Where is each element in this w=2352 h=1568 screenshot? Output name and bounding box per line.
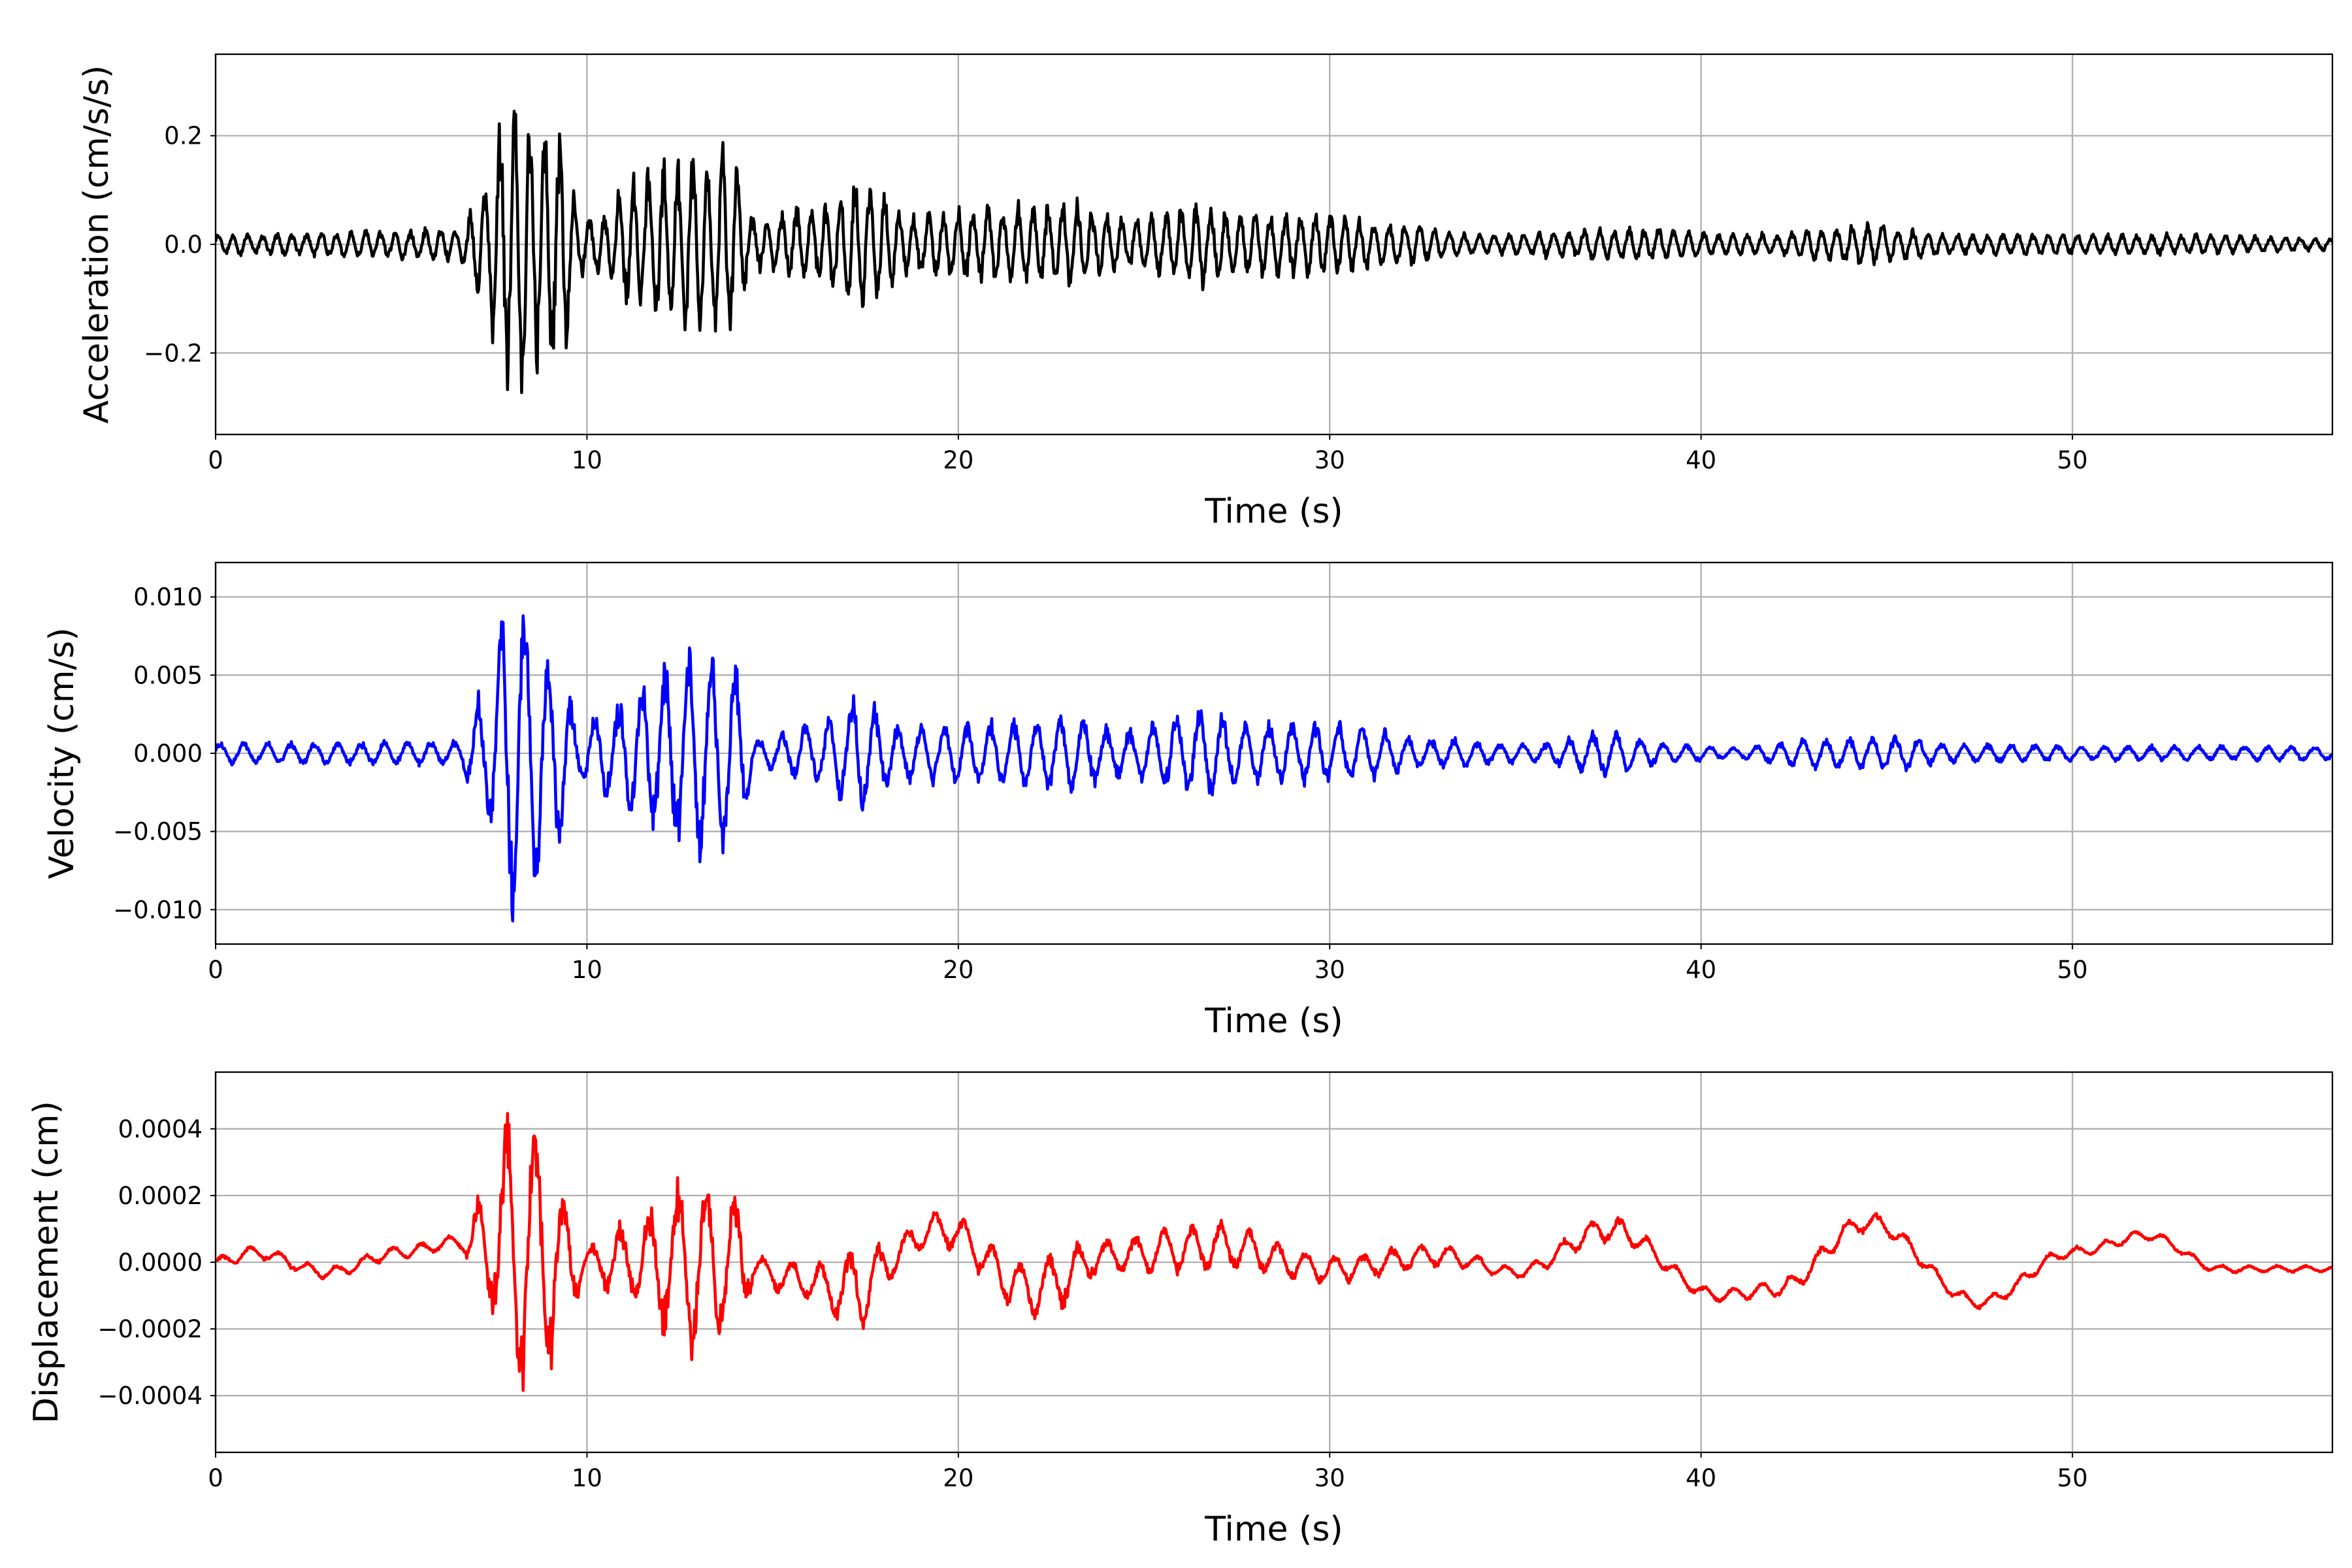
displacement-subplot: 0 10 20 30 40 50 −0.0004 −0.0002 0.0000 0.0002 0.0… (27, 1071, 2334, 1549)
y-tick-label: −0.010 (113, 896, 203, 924)
x-tick-label: 20 (943, 956, 973, 984)
x-tick-label: 10 (572, 446, 602, 474)
x-tick-label: 40 (1686, 956, 1716, 984)
x-tick-label: 50 (2057, 446, 2088, 474)
y-tick-label: −0.0002 (98, 1315, 203, 1343)
x-tick-label: 0 (208, 1464, 223, 1492)
y-tick-label: −0.005 (113, 818, 203, 846)
y-tick-label: −0.0004 (98, 1382, 203, 1410)
x-tick-label: 0 (208, 956, 223, 984)
y-tick-label: 0.0004 (118, 1115, 203, 1143)
velocity-subplot: 0 10 20 30 40 50 −0.010 −0.005 0.000 0.005 0.010 Ti… (42, 561, 2334, 1041)
displacement-series-line (216, 1112, 2332, 1392)
y-axis-label: Acceleration (cm/s/s) (77, 65, 116, 424)
x-tick-label: 50 (2057, 1464, 2088, 1492)
x-axis-label: Time (s) (1204, 1002, 1343, 1041)
y-tick-label: 0.010 (133, 583, 203, 612)
y-tick-label: 0.0 (164, 231, 203, 259)
x-tick-label: 10 (572, 956, 602, 984)
y-tick-label: 0.0002 (118, 1182, 203, 1210)
x-tick-label: 40 (1686, 446, 1716, 474)
x-tick-label: 50 (2057, 956, 2088, 984)
y-tick-label: 0.0000 (118, 1249, 203, 1277)
y-axis-label: Displacement (cm) (27, 1101, 66, 1424)
x-tick-label: 20 (943, 446, 973, 474)
acceleration-series-line (216, 109, 2332, 395)
y-tick-label: 0.000 (133, 740, 203, 768)
x-tick-label: 20 (943, 1464, 973, 1492)
y-axis-label: Velocity (cm/s) (42, 628, 82, 879)
x-axis-label: Time (s) (1204, 492, 1343, 531)
velocity-series-line (216, 614, 2332, 923)
x-tick-label: 30 (1315, 956, 1345, 984)
x-tick-label: 10 (572, 1464, 602, 1492)
x-tick-label: 30 (1315, 446, 1345, 474)
x-axis-label: Time (s) (1204, 1510, 1343, 1549)
y-tick-label: −0.2 (144, 339, 203, 367)
y-tick-label: 0.005 (133, 661, 203, 689)
y-tick-label: 0.2 (164, 122, 203, 150)
acceleration-subplot: 0 10 20 30 40 50 −0.2 0.0 0.2 Time (s) Acceleratio… (77, 53, 2334, 531)
x-tick-label: 40 (1686, 1464, 1716, 1492)
x-tick-label: 0 (208, 446, 223, 474)
x-tick-label: 30 (1315, 1464, 1345, 1492)
